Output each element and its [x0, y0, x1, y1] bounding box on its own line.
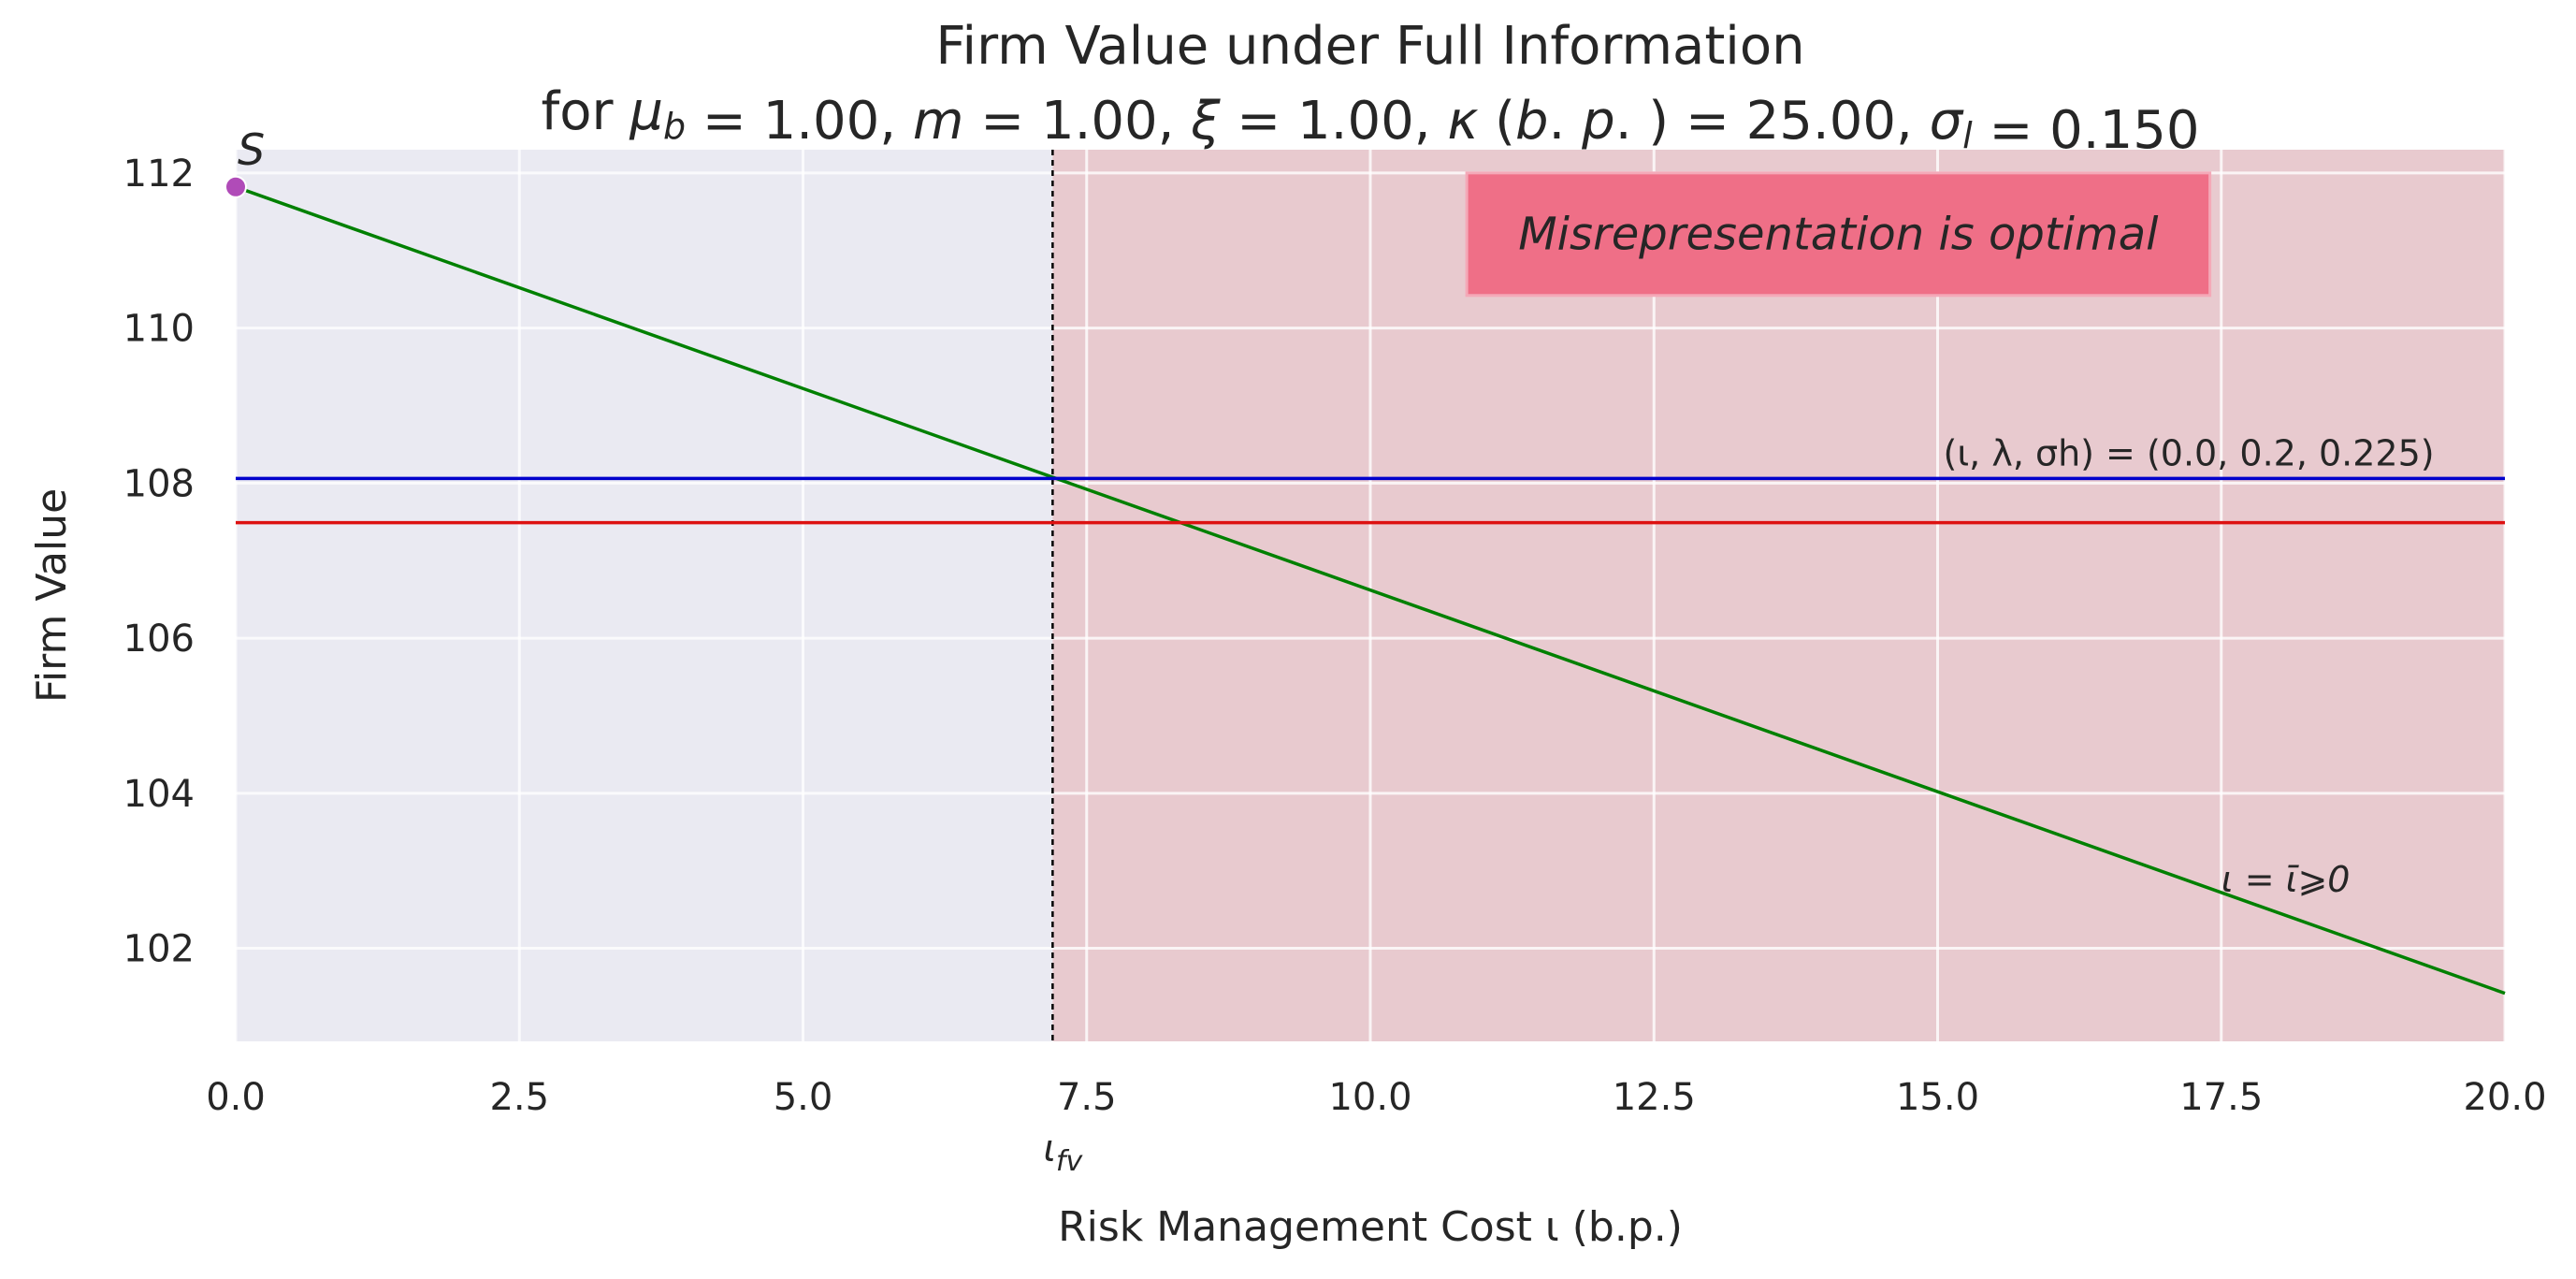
- x-tick-label: 15.0: [1896, 1076, 1979, 1119]
- region-box-label: Misrepresentation is optimal: [1518, 208, 2159, 260]
- vline-label: ιfv: [1043, 1127, 1083, 1178]
- x-tick-label: 0.0: [206, 1076, 266, 1119]
- annotation-green: ι = ῑ⩾0: [2221, 859, 2351, 900]
- x-tick-label: 7.5: [1057, 1076, 1117, 1119]
- point-s-label: S: [238, 124, 265, 175]
- chart-title-line1: Firm Value under Full Information: [935, 16, 1804, 77]
- x-tick-label: 17.5: [2179, 1076, 2263, 1119]
- x-tick-label: 12.5: [1613, 1076, 1696, 1119]
- x-axis-label: Risk Management Cost ι (b.p.): [1058, 1203, 1683, 1251]
- y-tick-label: 108: [123, 462, 195, 505]
- y-tick-label: 104: [123, 773, 195, 816]
- annotation-blue: (ι, λ, σh) = (0.0, 0.2, 0.225): [1944, 433, 2435, 474]
- region-box: [1465, 171, 2212, 298]
- series-line-0: [235, 185, 2506, 996]
- y-tick-label: 102: [123, 928, 195, 971]
- y-tick-label: 110: [123, 308, 195, 351]
- point-s-marker: [224, 175, 247, 198]
- x-tick-label: 10.0: [1328, 1076, 1411, 1119]
- y-tick-label: 112: [123, 153, 195, 196]
- chart-title-line2: for μb = 1.00, m = 1.00, ξ = 1.00, κ (b.…: [542, 81, 2200, 161]
- y-tick-label: 106: [123, 618, 195, 661]
- x-tick-label: 2.5: [489, 1076, 549, 1119]
- shaded-region: [1052, 150, 2505, 1041]
- y-axis-label: Firm Value: [28, 488, 76, 703]
- x-tick-label: 20.0: [2463, 1076, 2546, 1119]
- x-tick-label: 5.0: [774, 1076, 833, 1119]
